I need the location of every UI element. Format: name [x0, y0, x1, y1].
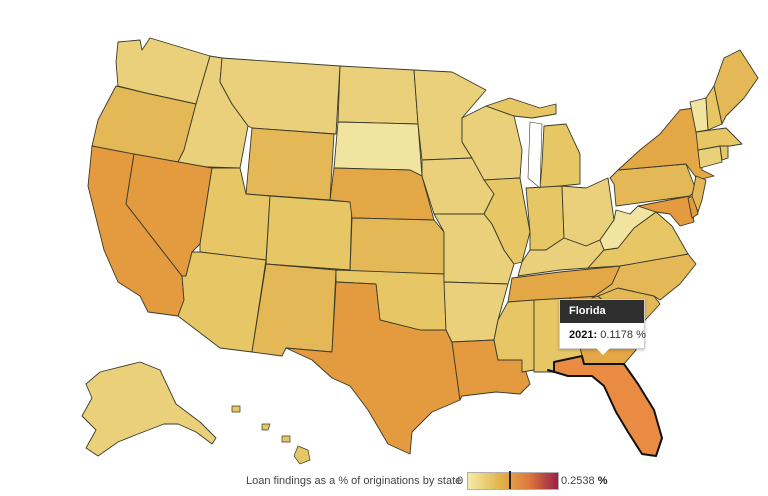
- state-indiana[interactable]: [525, 185, 565, 251]
- state-north-carolina[interactable]: [591, 253, 697, 301]
- state-north-dakota[interactable]: [337, 65, 419, 125]
- us-choropleth-map: [81, 37, 759, 465]
- legend-max-label: 0.2538 %: [561, 475, 608, 487]
- tooltip-arrow: [596, 348, 610, 355]
- tooltip-year: 2021:: [569, 329, 598, 341]
- state-new-mexico[interactable]: [251, 263, 337, 357]
- state-hawaii-maui: [281, 435, 291, 443]
- state-arizona[interactable]: [177, 251, 267, 353]
- state-texas[interactable]: [285, 281, 461, 455]
- state-colorado[interactable]: [265, 195, 353, 271]
- legend-value-marker: [508, 471, 511, 489]
- state-florida[interactable]: [547, 355, 663, 457]
- legend-unit: %: [597, 475, 608, 487]
- legend-min-label: 0: [457, 475, 464, 487]
- state-hawaii-oahu: [261, 423, 271, 431]
- state-new-jersey[interactable]: [691, 175, 707, 213]
- state-kansas[interactable]: [349, 217, 445, 275]
- tooltip-value-row: 2021: 0.1178 %: [560, 323, 646, 348]
- tooltip-state-name: Florida: [560, 300, 644, 323]
- lake-michigan: [527, 121, 543, 189]
- state-illinois[interactable]: [483, 177, 531, 265]
- legend-max-value: 0.2538: [561, 475, 595, 487]
- state-alaska[interactable]: [81, 361, 217, 457]
- legend-gradient-bar: [467, 472, 559, 490]
- state-massachusetts[interactable]: [695, 127, 743, 151]
- tooltip-value: 0.1178 %: [600, 329, 646, 341]
- state-hawaii-big-island[interactable]: [293, 445, 311, 465]
- state-maine[interactable]: [713, 49, 759, 125]
- legend-title: Loan findings as a % of originations by …: [246, 475, 462, 487]
- state-maryland[interactable]: [637, 195, 695, 227]
- state-michigan[interactable]: [539, 123, 581, 189]
- state-michigan-upper[interactable]: [485, 97, 557, 119]
- state-hawaii-kauai: [231, 405, 241, 413]
- state-tooltip: Florida 2021: 0.1178 %: [559, 299, 646, 355]
- color-legend: Loan findings as a % of originations by …: [0, 471, 768, 492]
- state-wyoming[interactable]: [245, 127, 335, 201]
